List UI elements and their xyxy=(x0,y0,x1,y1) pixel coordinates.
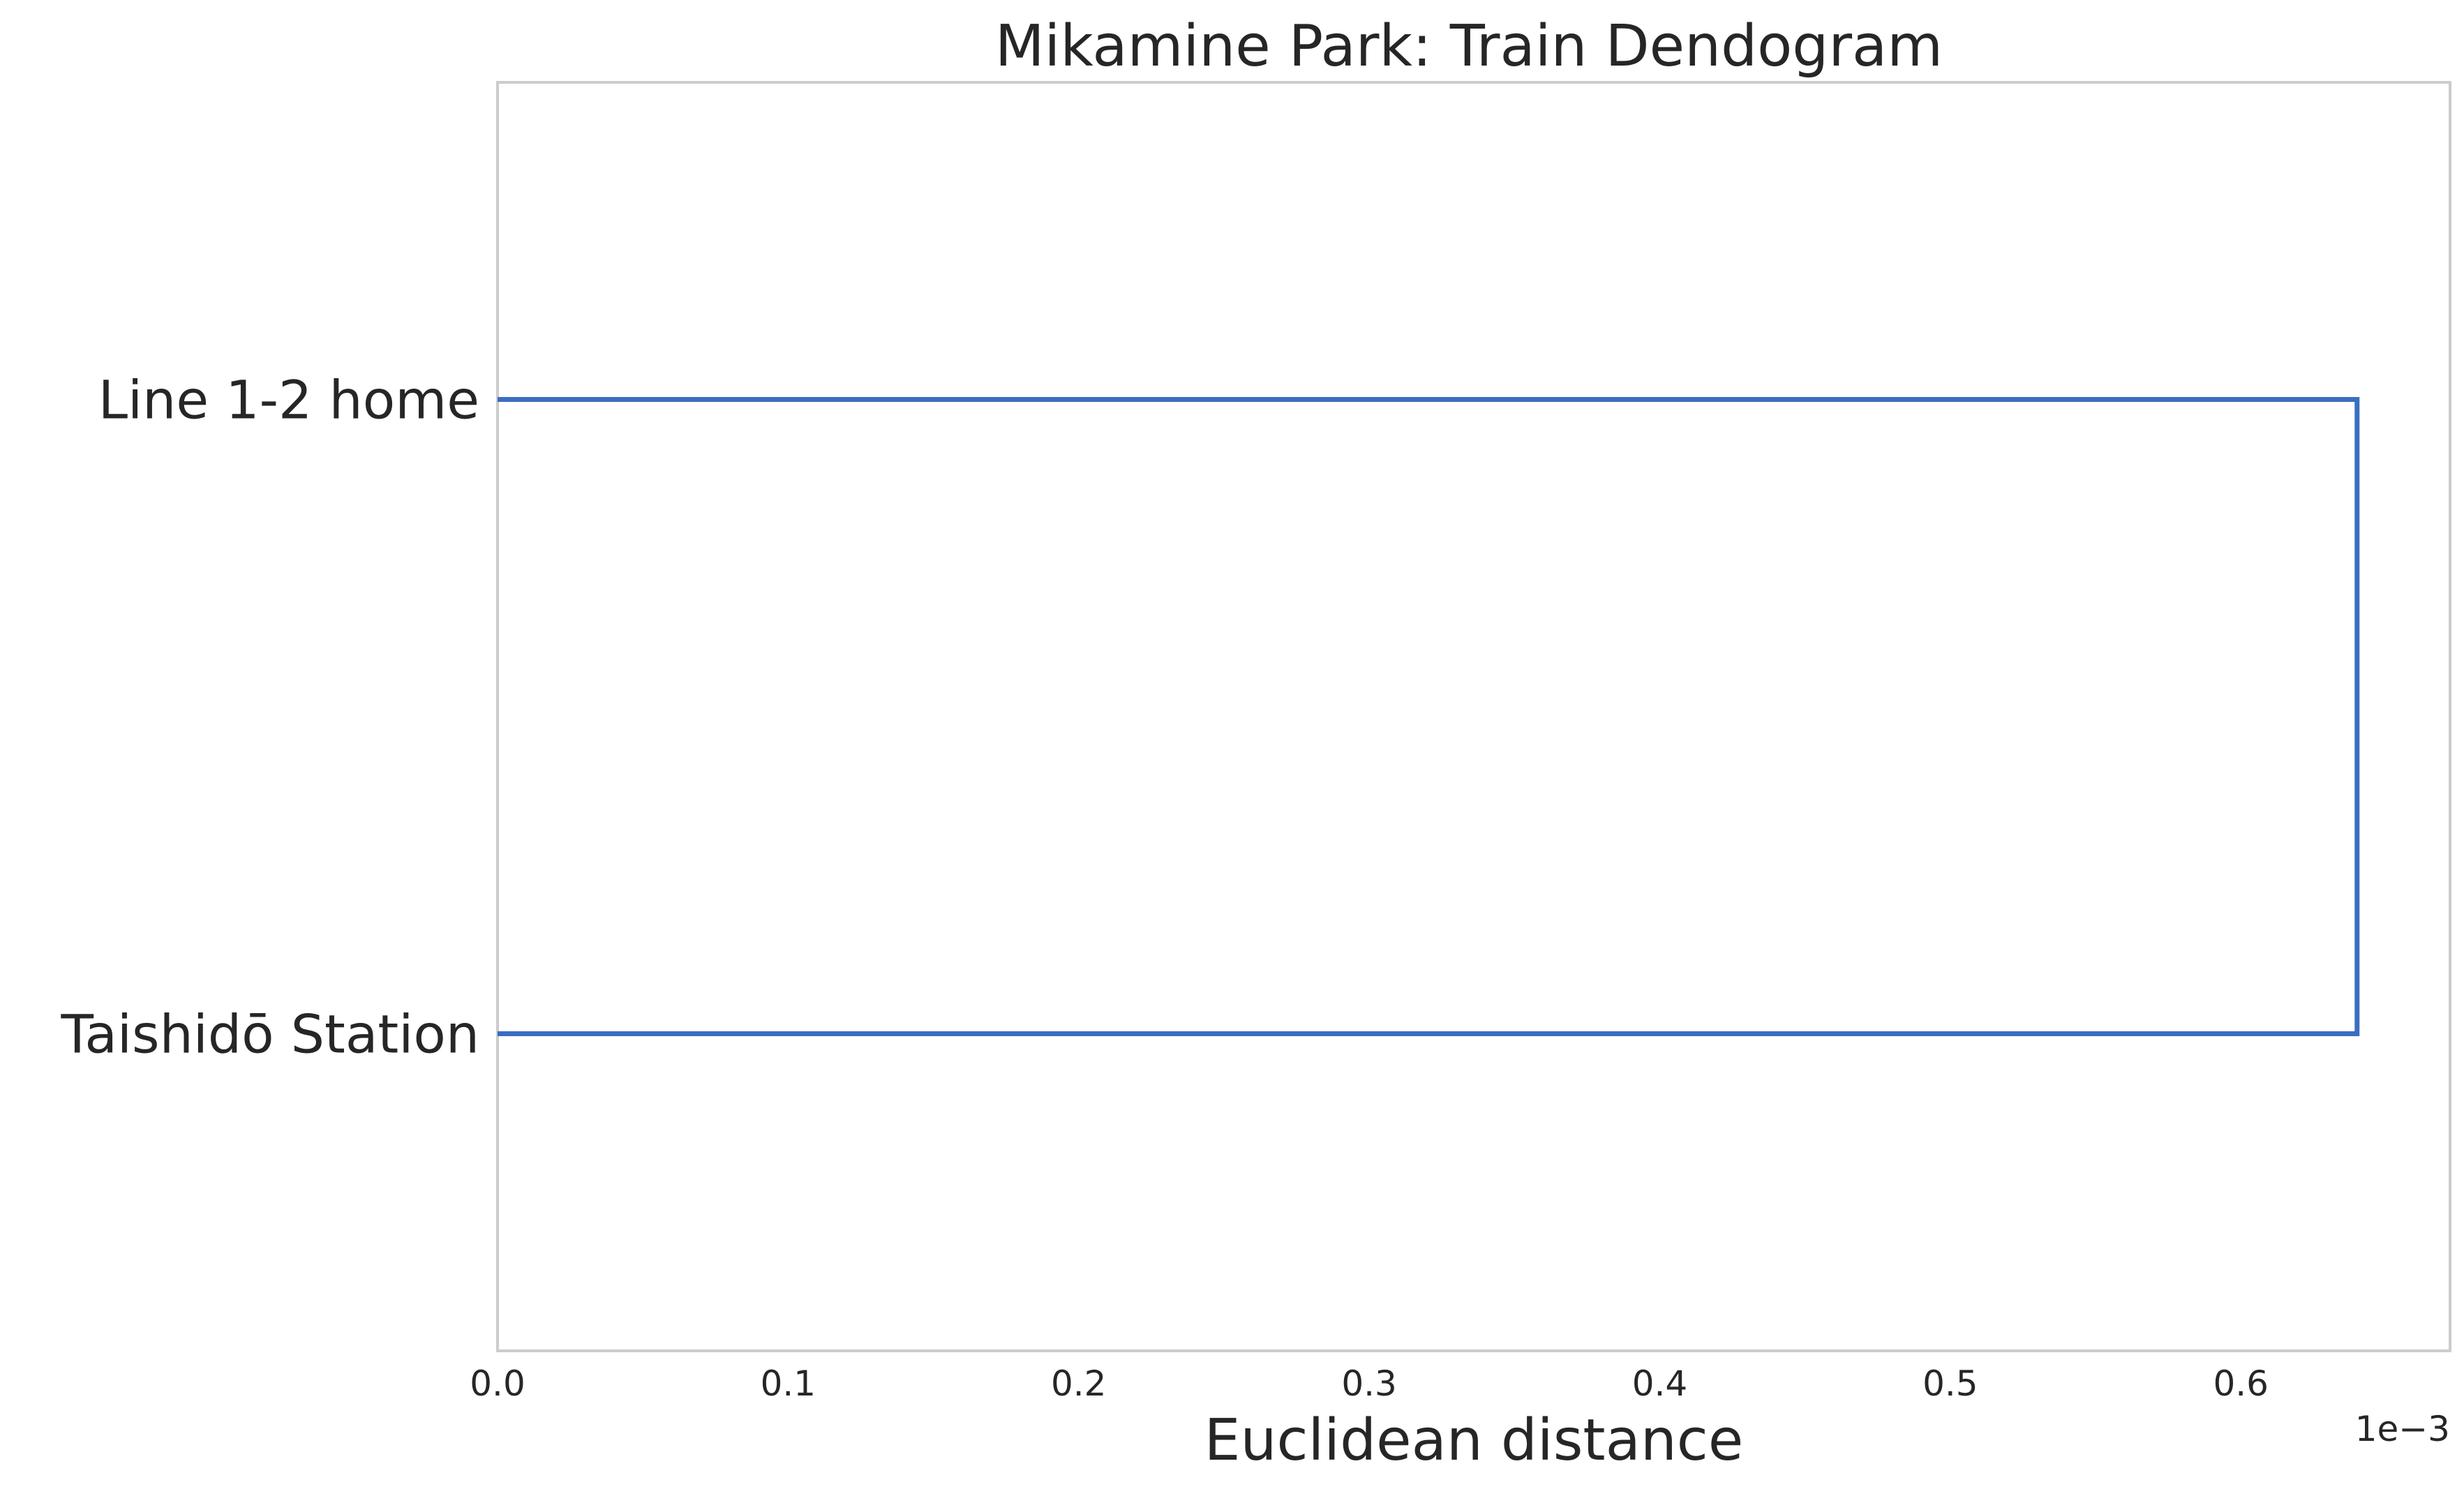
x-tick-label: 0.0 xyxy=(470,1363,525,1404)
plot-frame xyxy=(496,81,2451,1352)
x-tick-label: 0.3 xyxy=(1341,1363,1397,1404)
leaf-labels: Line 1-2 home Taishidō Station xyxy=(60,369,479,1065)
dendrogram-links xyxy=(498,397,2360,1036)
x-axis-label: Euclidean distance xyxy=(1204,1407,1744,1474)
x-tick-label: 0.2 xyxy=(1051,1363,1107,1404)
x-axis-ticks: 0.0 0.1 0.2 0.3 0.4 0.5 0.6 xyxy=(470,1363,2269,1404)
x-axis-offset-label: 1e−3 xyxy=(2355,1409,2450,1449)
leaf-label-1: Taishidō Station xyxy=(60,1003,479,1065)
leaf-label-0: Line 1-2 home xyxy=(98,369,479,431)
x-tick-label: 0.6 xyxy=(2213,1363,2269,1404)
chart-title: Mikamine Park: Train Dendogram xyxy=(995,13,1943,80)
dendrogram-link-0 xyxy=(498,397,2360,1036)
x-tick-label: 0.1 xyxy=(761,1363,816,1404)
x-tick-label: 0.5 xyxy=(1922,1363,1978,1404)
x-tick-label: 0.4 xyxy=(1632,1363,1688,1404)
